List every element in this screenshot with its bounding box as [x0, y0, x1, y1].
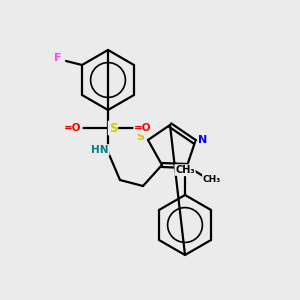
Text: CH₃: CH₃: [175, 165, 195, 175]
Text: S: S: [136, 132, 144, 142]
Text: =O: =O: [64, 123, 82, 133]
Text: CH₃: CH₃: [203, 175, 221, 184]
Text: F: F: [54, 53, 62, 63]
Text: =O: =O: [134, 123, 152, 133]
Text: N: N: [198, 135, 208, 145]
Text: S: S: [109, 122, 117, 134]
Text: HN: HN: [91, 145, 109, 155]
